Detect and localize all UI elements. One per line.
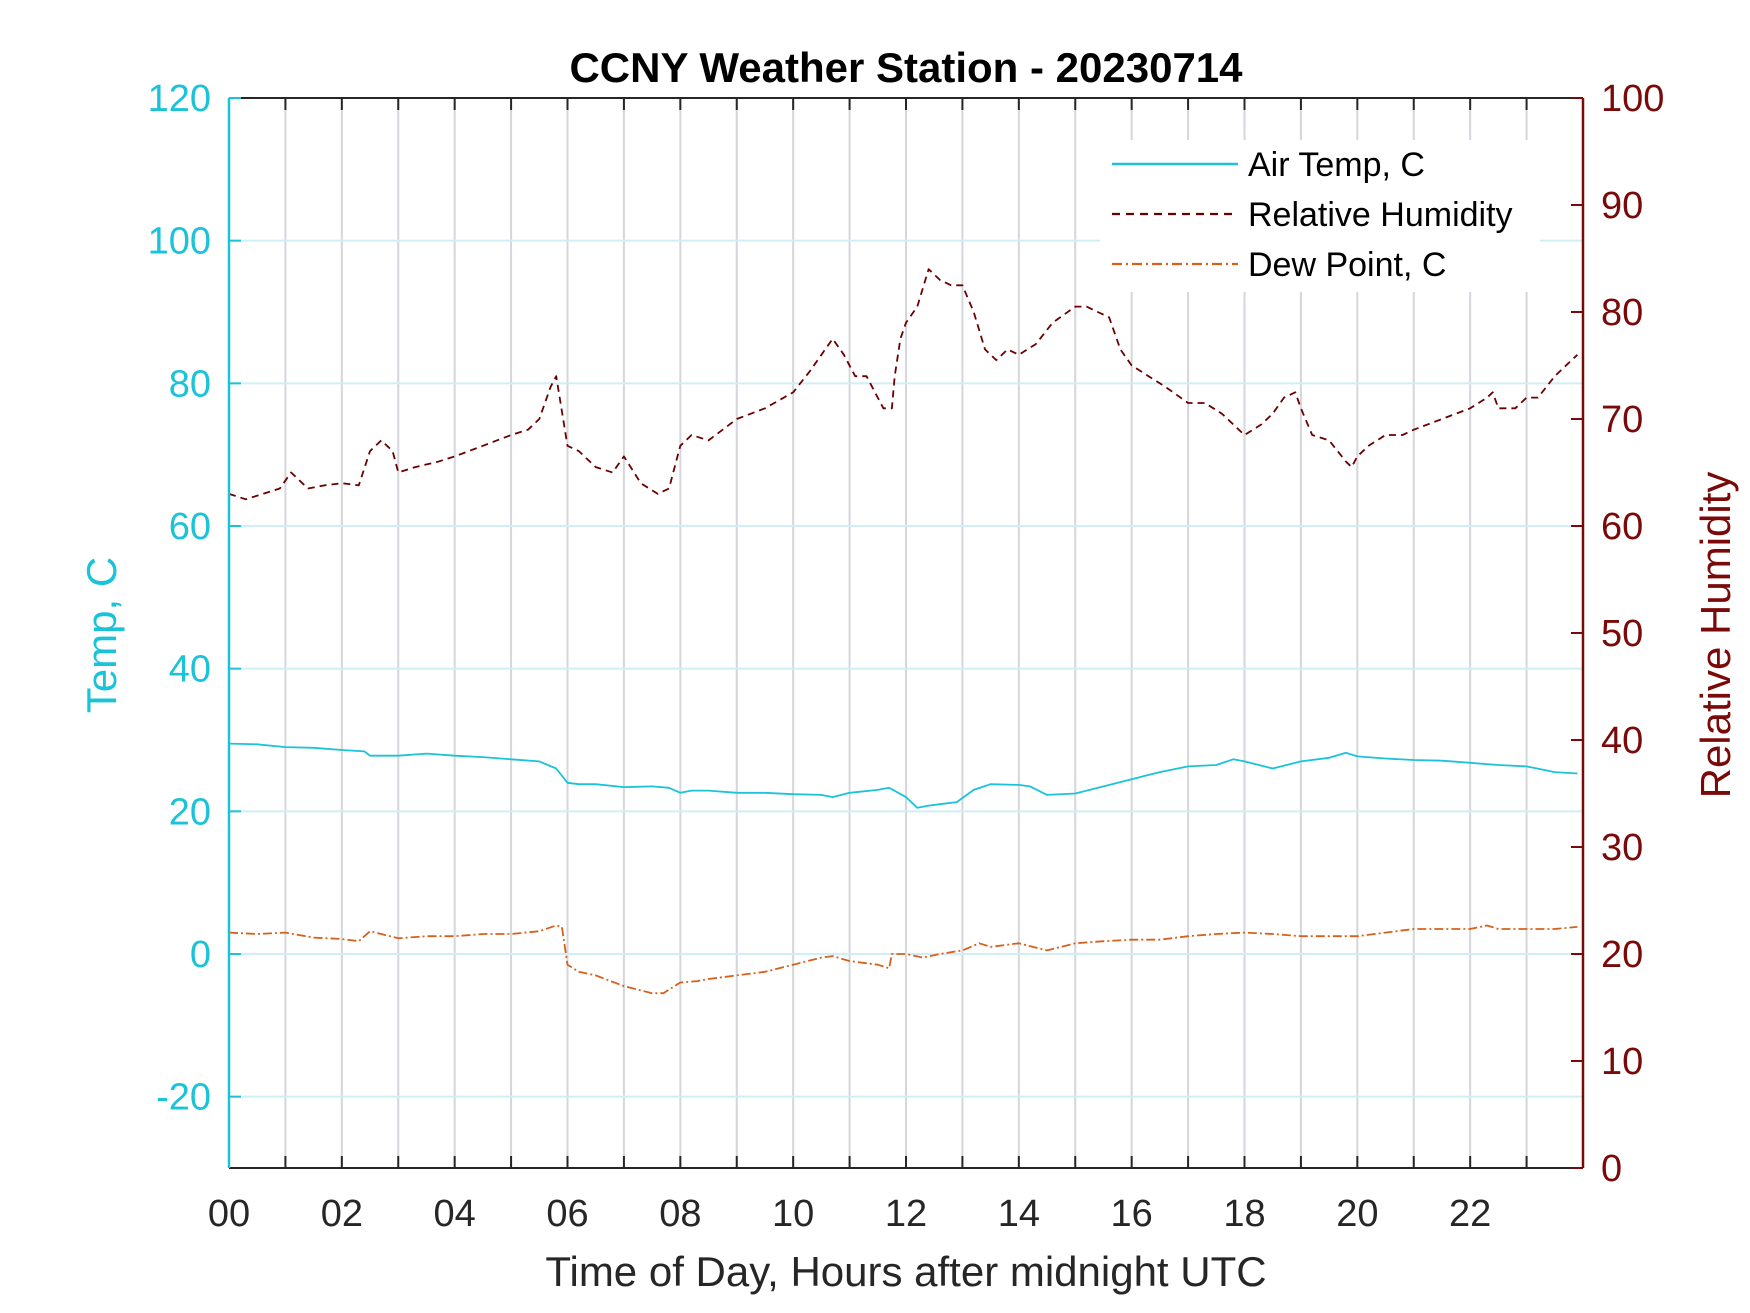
x-tick-label: 16 — [1111, 1193, 1153, 1235]
y-right-tick-label: 90 — [1601, 185, 1643, 227]
y-right-tick-label: 60 — [1601, 506, 1643, 548]
x-tick-label: 02 — [321, 1193, 363, 1235]
x-tick-label: 20 — [1336, 1193, 1378, 1235]
y-right-tick-label: 20 — [1601, 934, 1643, 976]
x-tick-label: 08 — [659, 1193, 701, 1235]
chart-title: CCNY Weather Station - 20230714 — [569, 44, 1243, 91]
y-left-tick-label: 20 — [169, 791, 211, 833]
y-axis-left-label: Temp, C — [78, 557, 125, 713]
x-tick-label: 18 — [1223, 1193, 1265, 1235]
series-line-air-temp-c — [228, 742, 1578, 809]
grid — [229, 98, 1583, 1168]
legend-label-relative-humidity: Relative Humidity — [1248, 196, 1513, 234]
y-axis-right-label: Relative Humidity — [1692, 472, 1739, 799]
x-tick-label: 14 — [998, 1193, 1040, 1235]
y-left-tick-label: -20 — [156, 1077, 211, 1119]
axes: 00 02 04 06 08 10 12 14 16 18 20 22-200204060801001… — [148, 78, 1665, 1235]
x-tick-label: 22 — [1449, 1193, 1491, 1235]
y-left-tick-label: 60 — [169, 506, 211, 548]
x-tick-label: 04 — [434, 1193, 476, 1235]
y-right-tick-label: 10 — [1601, 1041, 1643, 1083]
legend: Air Temp, C Relative Humidity Dew Point,… — [1100, 140, 1540, 292]
x-tick-label: 12 — [885, 1193, 927, 1235]
y-right-tick-label: 50 — [1601, 613, 1643, 655]
y-right-tick-label: 30 — [1601, 827, 1643, 869]
y-right-tick-label: 70 — [1601, 399, 1643, 441]
y-right-tick-label: 40 — [1601, 720, 1643, 762]
legend-box — [1100, 140, 1540, 292]
y-left-tick-label: 100 — [148, 221, 211, 263]
series-line-relative-humidity — [228, 268, 1579, 501]
y-left-tick-label: 40 — [169, 649, 211, 691]
x-tick-label: 00 — [208, 1193, 250, 1235]
plot-series — [228, 268, 1579, 995]
y-left-tick-label: 80 — [169, 363, 211, 405]
y-right-tick-label: 80 — [1601, 292, 1643, 334]
x-axis-label: Time of Day, Hours after midnight UTC — [545, 1248, 1266, 1295]
legend-label-air-temp: Air Temp, C — [1248, 146, 1425, 184]
y-left-tick-label: 120 — [148, 78, 211, 120]
legend-label-dew-point: Dew Point, C — [1248, 246, 1446, 284]
series-line-dew-point-c — [228, 924, 1578, 995]
y-left-tick-label: 0 — [190, 934, 211, 976]
x-tick-label: 10 — [772, 1193, 814, 1235]
x-tick-label: 06 — [546, 1193, 588, 1235]
y-right-tick-label: 0 — [1601, 1148, 1622, 1190]
y-right-tick-label: 100 — [1601, 78, 1664, 120]
